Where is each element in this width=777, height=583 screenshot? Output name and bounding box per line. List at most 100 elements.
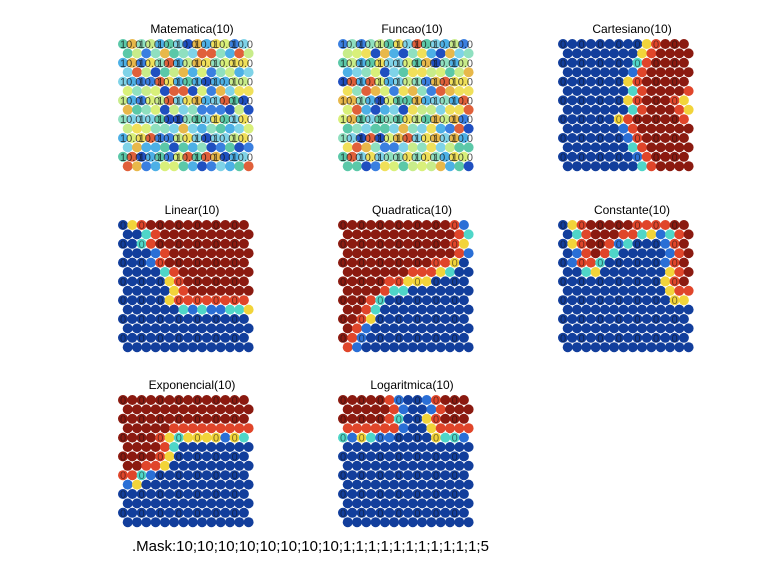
som-cell <box>585 76 596 87</box>
som-cell <box>150 342 161 353</box>
som-cell <box>192 451 203 462</box>
som-cell <box>136 114 147 125</box>
som-cell <box>678 314 689 324</box>
som-cell <box>393 95 404 106</box>
som-cell <box>590 104 601 115</box>
som-cell <box>370 423 381 434</box>
som-cell <box>338 314 348 324</box>
cell-label: 0 <box>157 239 163 251</box>
som-cell <box>215 104 226 115</box>
som-cell <box>132 460 142 471</box>
som-cell <box>183 257 194 268</box>
som-cell <box>558 57 568 68</box>
som-cell <box>164 114 175 125</box>
cell-label: 0 <box>232 414 238 426</box>
som-cell <box>623 332 634 343</box>
som-cell <box>234 267 245 277</box>
som-cell <box>229 432 240 443</box>
som-cell <box>426 142 437 153</box>
som-cell <box>365 295 376 306</box>
som-cell <box>234 304 245 315</box>
som-cell <box>403 489 414 499</box>
som-cell <box>599 323 610 334</box>
cell-label: 10.0 <box>139 114 160 126</box>
som-cell <box>623 76 634 87</box>
som-cell <box>342 404 353 415</box>
som-cell <box>178 304 189 315</box>
som-cell <box>627 285 638 296</box>
som-cell <box>449 76 460 87</box>
som-cell <box>347 39 358 49</box>
som-cell <box>356 432 367 443</box>
som-cell <box>646 342 657 353</box>
som-cell <box>342 285 353 296</box>
som-cell <box>660 57 671 68</box>
som-cell <box>159 267 170 277</box>
som-cell <box>445 498 455 509</box>
som-cell <box>352 498 362 509</box>
som-cell <box>178 267 189 277</box>
som-cell <box>375 257 386 268</box>
cell-label: 0 <box>579 295 585 307</box>
som-cell <box>562 304 573 315</box>
som-cell <box>655 248 666 259</box>
som-cell <box>646 48 657 59</box>
som-cell <box>178 323 189 334</box>
som-cell <box>426 267 437 277</box>
som-cell <box>604 114 615 125</box>
som-cell <box>604 257 615 268</box>
som-cell <box>215 48 226 59</box>
cell-label: 0 <box>616 77 622 89</box>
som-cell <box>132 479 142 490</box>
som-cell <box>379 161 390 172</box>
cell-label: 0 <box>176 395 182 407</box>
som-cell <box>243 123 254 134</box>
cell-label: 0 <box>579 152 585 164</box>
som-cell <box>234 161 245 172</box>
som-cell <box>183 133 194 143</box>
som-cell <box>407 323 418 334</box>
som-cell <box>454 248 465 259</box>
cell-label: 0 <box>396 258 402 270</box>
som-cell <box>220 432 231 443</box>
som-cell <box>445 517 455 528</box>
som-cell <box>562 248 573 259</box>
som-cell <box>141 342 152 353</box>
som-cell <box>136 151 147 162</box>
som-cell <box>211 507 221 518</box>
som-cell <box>127 57 138 68</box>
som-cell <box>393 39 404 49</box>
som-cell <box>127 470 138 481</box>
som-cell <box>352 479 362 490</box>
som-cell <box>660 238 671 249</box>
som-cell <box>173 151 184 162</box>
som-cell <box>660 76 671 87</box>
som-cell <box>445 229 455 240</box>
som-cell <box>370 104 381 115</box>
som-cell <box>370 460 381 471</box>
cell-label: 10.0 <box>340 114 361 126</box>
som-cell <box>558 238 568 249</box>
cell-label: 0 <box>452 220 458 232</box>
som-cell <box>435 248 446 259</box>
som-cell <box>646 123 657 134</box>
som-cell <box>375 238 386 249</box>
som-cell <box>393 295 404 306</box>
som-cell <box>384 114 395 125</box>
cell-label: 10.0 <box>452 77 473 89</box>
som-cell <box>229 507 240 518</box>
som-cell <box>169 267 180 277</box>
cell-label: 0 <box>340 239 346 251</box>
som-panel: Exponencial(10) 0 0 0 0 0 0 0 0 0 0 0 0 0 0 0 0 0 0 0 0 0 0 0 0 0… <box>117 378 277 538</box>
som-cell <box>159 404 170 415</box>
som-cell <box>229 489 240 499</box>
som-cell <box>211 95 221 106</box>
som-cell <box>164 257 175 268</box>
som-cell <box>678 257 689 268</box>
cell-label: 0 <box>579 276 585 288</box>
som-cell <box>178 67 189 78</box>
som-cell <box>445 142 455 153</box>
som-cell <box>599 342 610 353</box>
som-cell <box>655 267 666 277</box>
som-cell <box>238 257 249 268</box>
